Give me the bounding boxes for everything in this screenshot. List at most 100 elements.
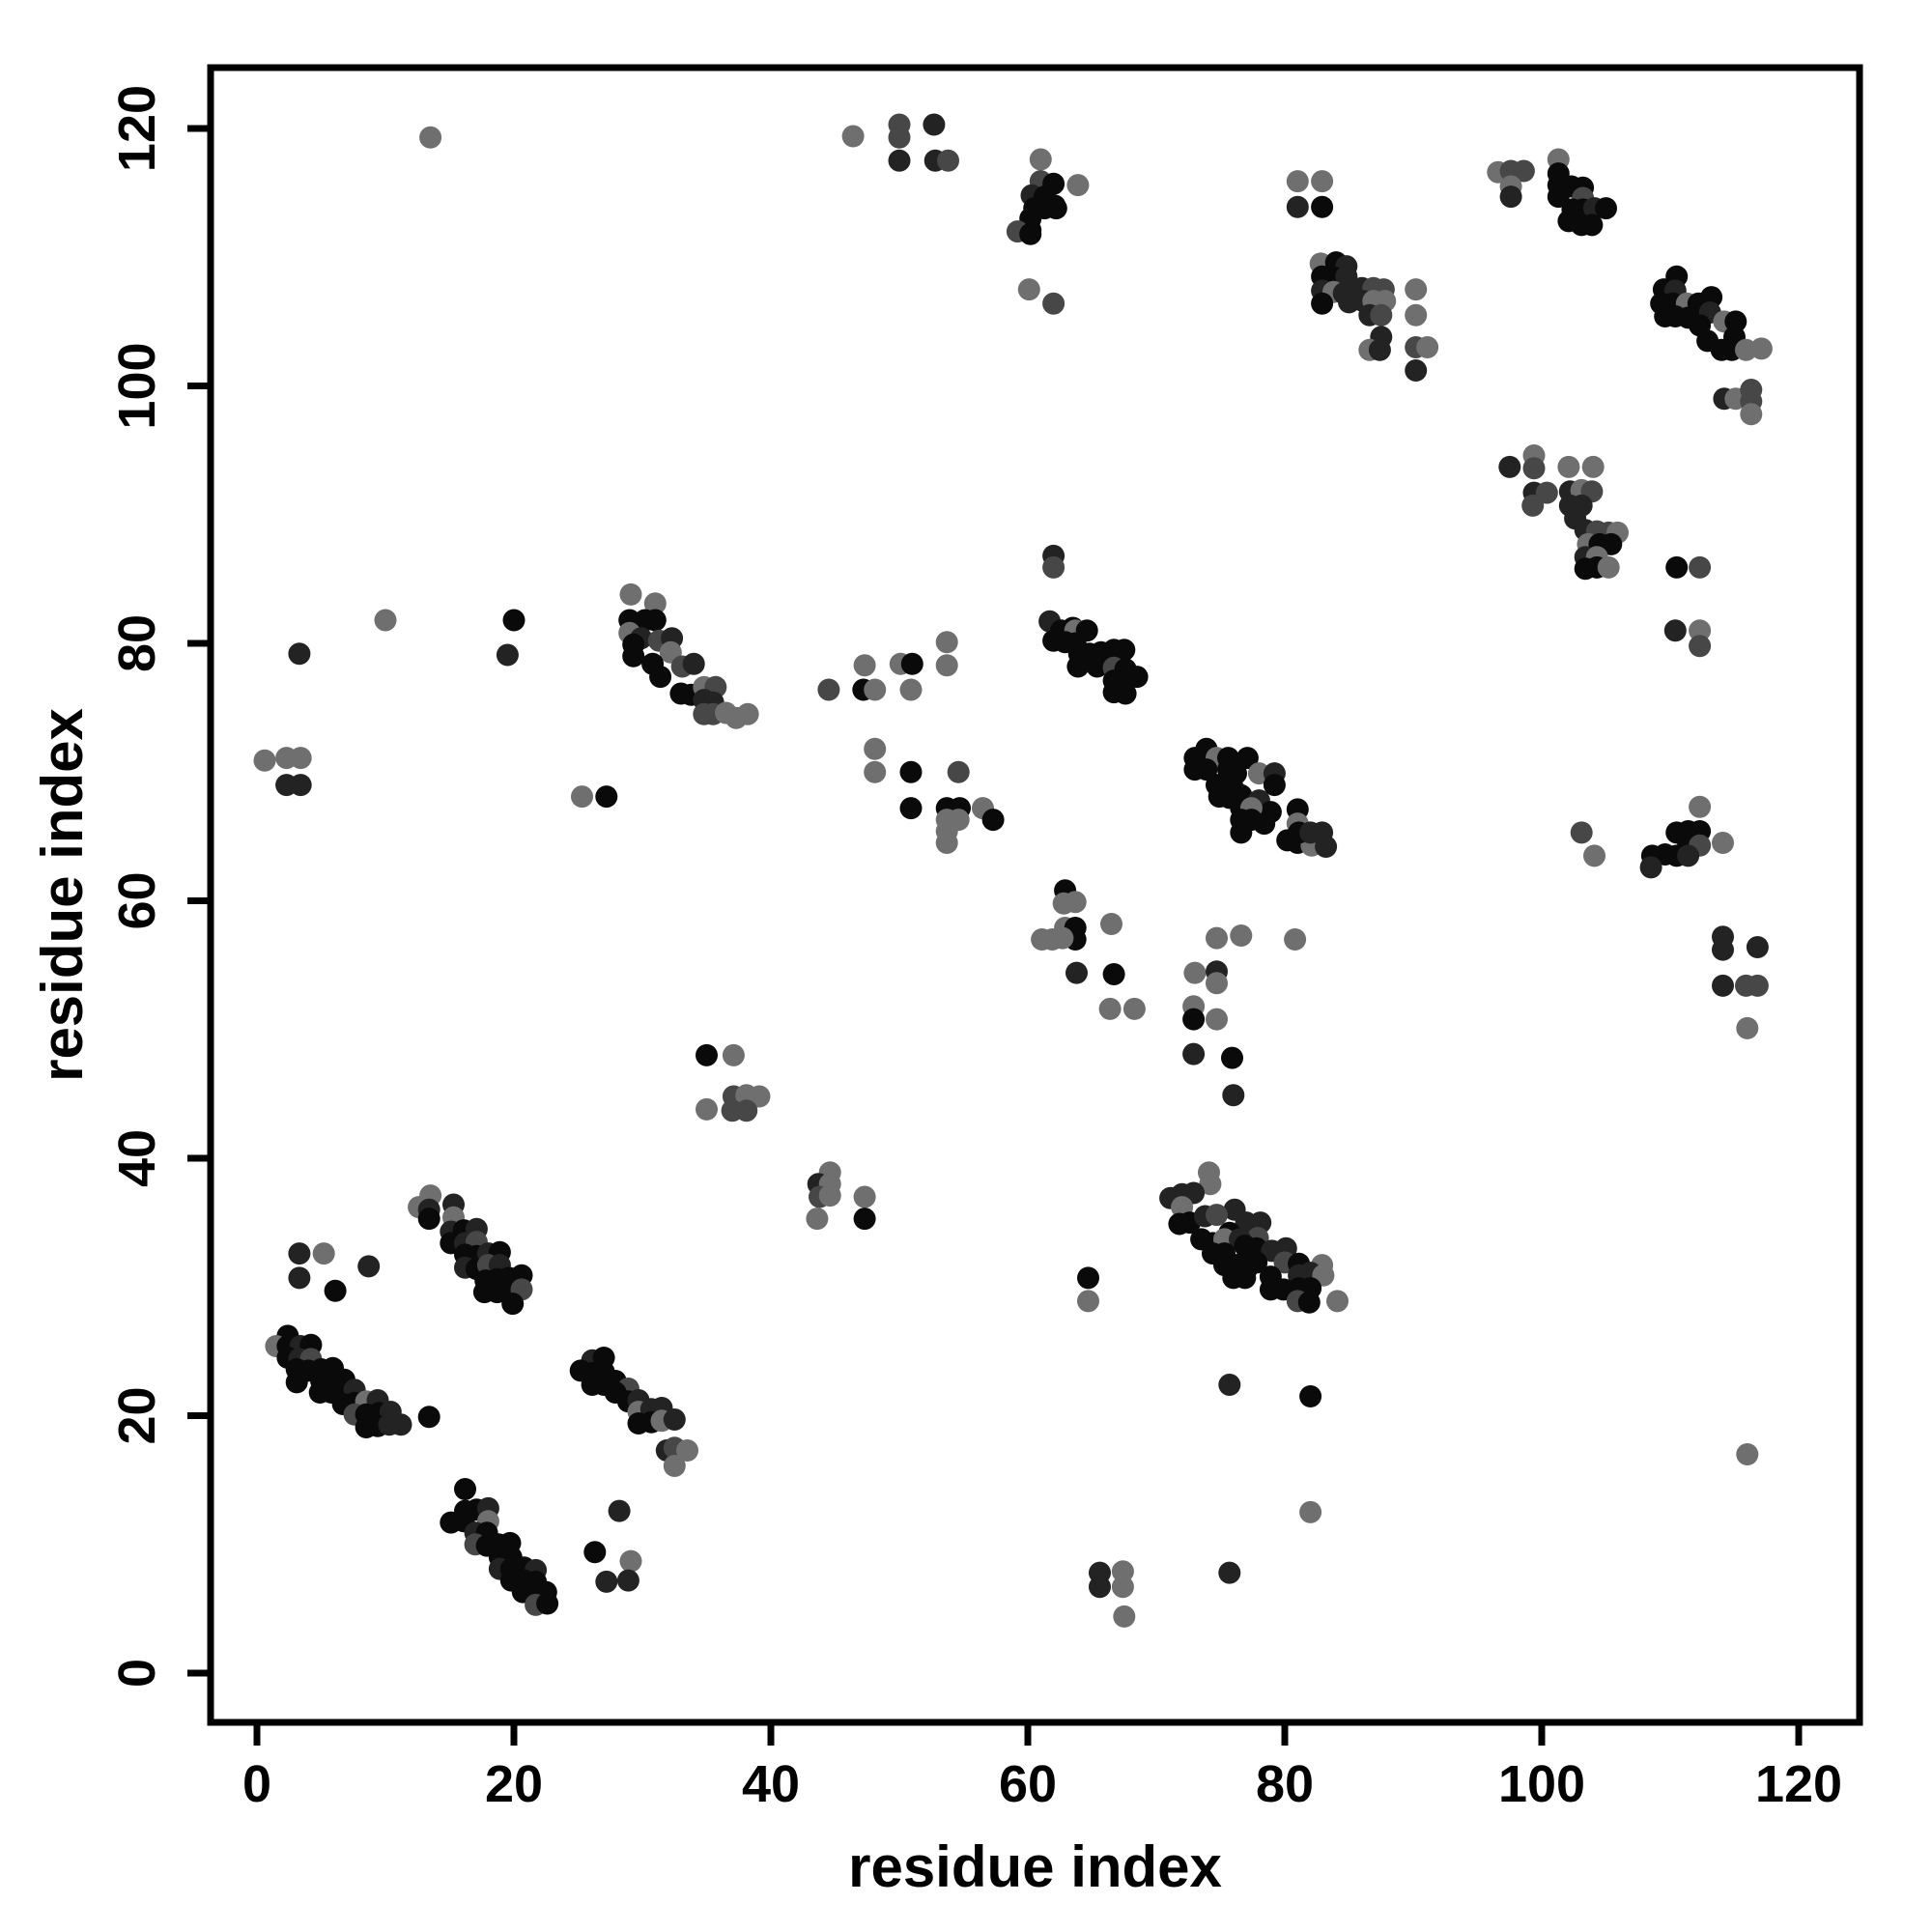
data-point <box>1182 1042 1206 1065</box>
data-point <box>1230 821 1253 844</box>
data-point <box>1580 213 1604 237</box>
data-point <box>595 785 618 809</box>
data-point <box>454 1478 476 1500</box>
data-point <box>1570 821 1593 844</box>
data-point <box>1736 1016 1759 1039</box>
data-point <box>1044 197 1067 220</box>
data-point <box>1326 1290 1349 1313</box>
data-point <box>289 747 312 770</box>
data-point <box>1299 1500 1322 1523</box>
data-point <box>1113 1605 1136 1628</box>
data-point <box>1299 1385 1322 1407</box>
data-point <box>496 643 519 667</box>
data-point <box>1689 795 1712 818</box>
data-point <box>1712 832 1734 854</box>
data-point <box>1102 963 1125 985</box>
y-tick-label: 20 <box>108 1386 166 1444</box>
data-point <box>853 654 876 677</box>
data-point <box>696 1043 718 1066</box>
data-point <box>1583 844 1605 867</box>
data-point <box>643 609 667 632</box>
x-tick-label: 60 <box>999 1755 1057 1813</box>
x-tick-label: 100 <box>1498 1755 1585 1813</box>
y-tick-label: 40 <box>108 1129 166 1187</box>
data-point <box>1665 555 1689 579</box>
data-point <box>1077 1266 1099 1290</box>
data-point <box>1600 532 1623 555</box>
data-point <box>682 652 705 675</box>
data-point <box>1522 457 1546 480</box>
data-point <box>1405 278 1428 301</box>
plot-frame <box>207 64 1863 1726</box>
data-point <box>864 737 887 760</box>
data-point <box>253 749 276 772</box>
data-point <box>1712 938 1734 961</box>
y-tick-label: 80 <box>108 614 166 672</box>
data-point <box>1017 278 1040 301</box>
data-point <box>288 1266 311 1290</box>
data-point <box>1535 481 1558 504</box>
data-point <box>1183 961 1207 984</box>
data-point <box>324 1279 347 1302</box>
data-point <box>1066 655 1090 678</box>
data-point <box>417 1208 440 1231</box>
data-point <box>1677 844 1700 867</box>
data-point <box>817 678 840 701</box>
data-point <box>1736 1443 1759 1465</box>
data-point <box>571 785 593 809</box>
data-point <box>1498 455 1521 478</box>
data-point <box>1098 997 1122 1020</box>
data-point <box>1122 997 1146 1020</box>
data-point <box>935 631 958 654</box>
data-point <box>1065 961 1088 984</box>
data-point <box>285 1371 308 1394</box>
data-point <box>1639 856 1662 879</box>
data-point <box>1311 821 1334 844</box>
data-point <box>1111 1560 1134 1583</box>
data-point <box>853 1185 876 1208</box>
data-point <box>748 1085 771 1108</box>
data-point <box>1749 337 1773 360</box>
data-point <box>1368 338 1391 361</box>
data-point <box>899 760 923 783</box>
y-axis-title: residue index <box>30 708 95 1082</box>
data-point <box>1581 455 1605 478</box>
data-point <box>1416 336 1439 358</box>
data-point <box>899 678 923 701</box>
data-point <box>622 644 645 668</box>
data-point <box>608 1499 631 1522</box>
data-point <box>1311 292 1334 315</box>
data-point <box>696 1097 718 1121</box>
data-point <box>1663 619 1687 642</box>
x-axis-title: residue index <box>848 1834 1222 1899</box>
data-point <box>923 113 946 136</box>
data-point <box>864 760 887 783</box>
y-tick-label: 60 <box>108 871 166 929</box>
data-point <box>1236 747 1259 770</box>
data-point <box>663 1455 686 1477</box>
data-point <box>935 654 958 677</box>
data-point <box>1512 159 1535 183</box>
data-point <box>935 832 958 854</box>
data-point <box>1247 762 1270 785</box>
data-point <box>1597 555 1620 579</box>
data-point <box>864 678 887 701</box>
data-point <box>389 1413 412 1436</box>
data-point <box>1221 1046 1243 1069</box>
data-point <box>1218 1561 1241 1584</box>
data-point <box>1019 222 1042 245</box>
data-point <box>1100 913 1122 935</box>
data-point <box>619 1549 642 1573</box>
data-point <box>536 1592 559 1615</box>
data-point <box>1740 403 1763 426</box>
data-point <box>841 125 865 148</box>
data-point <box>1206 1008 1228 1031</box>
data-point <box>1286 195 1309 218</box>
y-tick-label: 100 <box>108 342 166 429</box>
y-tick-label: 0 <box>108 1659 166 1688</box>
x-tick-label: 120 <box>1755 1755 1842 1813</box>
y-axis: 0 20 40 60 80 100 120 <box>108 85 211 1688</box>
data-point <box>1077 1290 1099 1313</box>
data-point <box>1499 185 1522 209</box>
